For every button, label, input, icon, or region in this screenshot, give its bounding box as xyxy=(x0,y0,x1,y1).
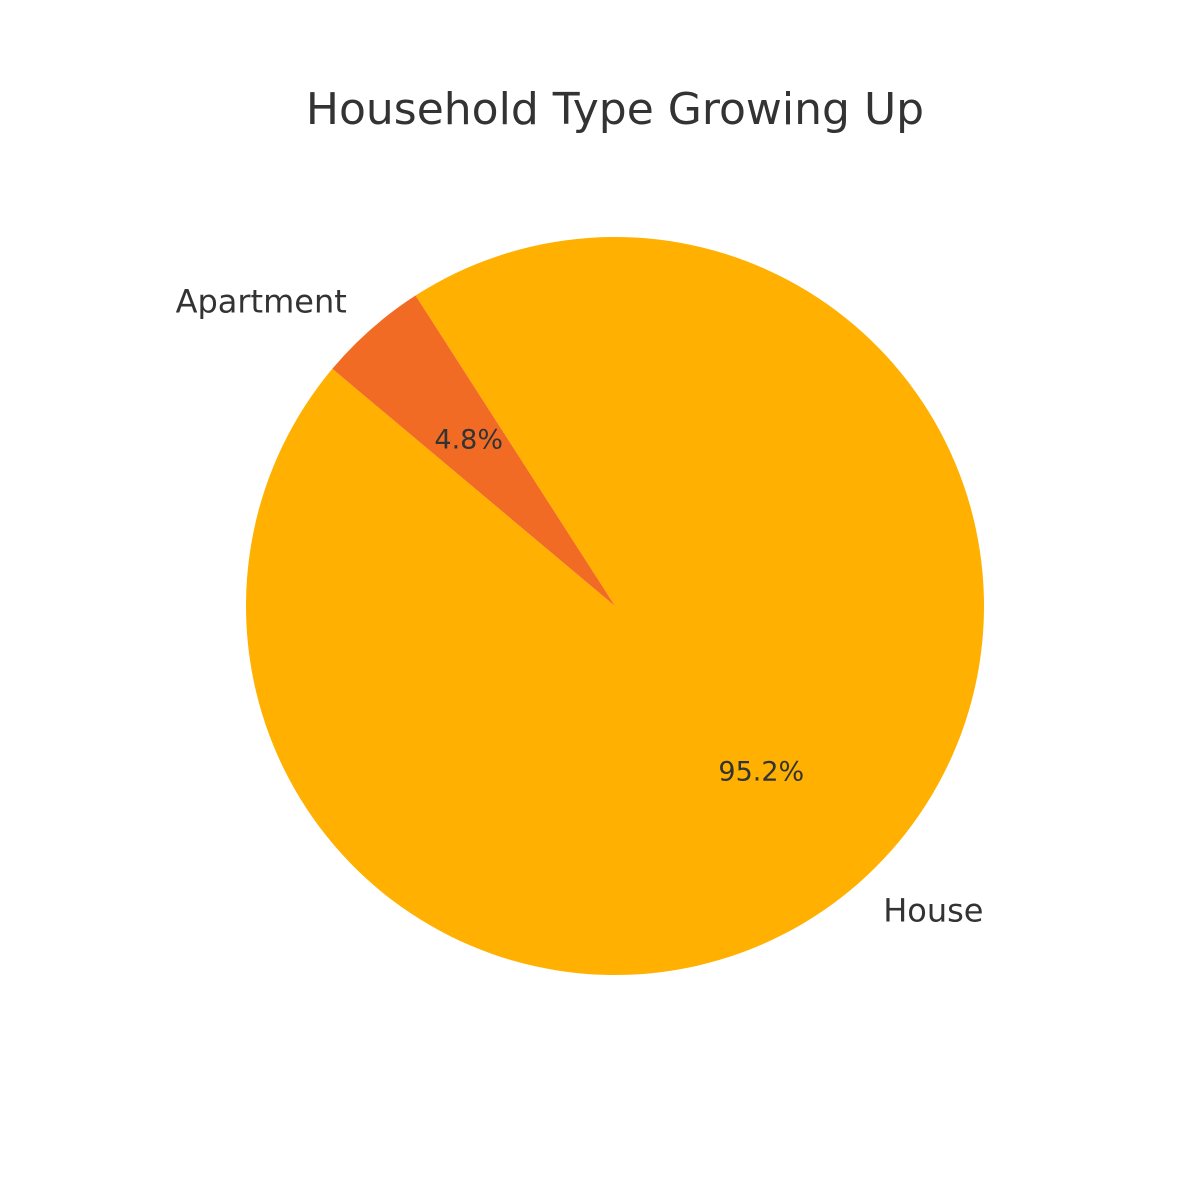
slice-percent-apartment: 4.8% xyxy=(434,424,503,455)
chart-title: Household Type Growing Up xyxy=(305,84,925,135)
slice-label-apartment: Apartment xyxy=(176,282,347,320)
pie-slice-apartment xyxy=(332,295,615,606)
slice-label-house: House xyxy=(883,892,983,930)
slice-percent-house: 95.2% xyxy=(718,757,804,788)
